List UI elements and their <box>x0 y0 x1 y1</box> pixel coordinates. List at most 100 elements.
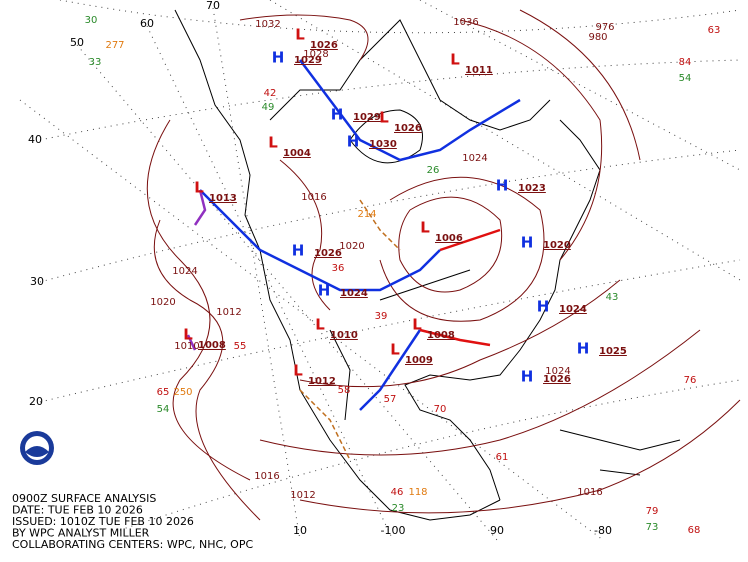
isobar-label: 976 <box>595 22 614 33</box>
low-symbol: L <box>268 134 278 152</box>
low-symbol: L <box>390 341 400 359</box>
high-pressure: 1020 <box>543 240 571 251</box>
low-symbol: L <box>295 26 305 44</box>
noaa-logo <box>20 431 54 465</box>
latitude-label: 70 <box>206 0 220 12</box>
high-pressure: 1026 <box>314 248 342 259</box>
longitude-label: -80 <box>594 524 612 537</box>
low-pressure: 1011 <box>465 65 493 76</box>
isobar-label: 1010 <box>174 341 199 352</box>
station-value: 63 <box>708 25 721 36</box>
station-value: 277 <box>105 40 124 51</box>
high-symbol: H <box>521 368 534 386</box>
caption-line: DATE: TUE FEB 10 2026 <box>12 504 143 517</box>
fronts <box>186 59 521 461</box>
isobar-label: 1016 <box>301 192 326 203</box>
high-pressure: 1024 <box>559 304 587 315</box>
isobar-label: 1012 <box>290 490 315 501</box>
station-value: 26 <box>427 165 440 176</box>
station-value: 79 <box>646 506 659 517</box>
station-value: 73 <box>646 522 659 533</box>
station-value: 42 <box>264 88 277 99</box>
station-value: 250 <box>173 387 192 398</box>
isobar-label: 1036 <box>453 17 478 28</box>
high-pressure: 1026 <box>543 374 571 385</box>
caption-line: COLLABORATING CENTERS: WPC, NHC, OPC <box>12 538 253 551</box>
high-symbol: H <box>496 177 509 195</box>
station-value: 57 <box>384 394 397 405</box>
low-symbol: L <box>315 316 325 334</box>
low-pressure: 1006 <box>435 233 463 244</box>
low-symbol: L <box>450 51 460 69</box>
low-symbol: L <box>293 362 303 380</box>
station-value: 30 <box>85 15 98 26</box>
station-value: 55 <box>234 341 247 352</box>
low-symbol: L <box>183 326 193 344</box>
station-value: 39 <box>375 311 388 322</box>
caption-line: BY WPC ANALYST MILLER <box>12 527 150 540</box>
station-value: 65 <box>157 387 170 398</box>
low-pressure: 1026 <box>310 40 338 51</box>
isobar-label: 1016 <box>254 471 279 482</box>
isobar-label: 1012 <box>216 307 241 318</box>
low-pressure: 1012 <box>308 376 336 387</box>
isobar-label: 1024 <box>172 266 197 277</box>
high-symbol: H <box>292 242 305 260</box>
isobar-label: 1016 <box>577 487 602 498</box>
low-pressure: 1010 <box>330 330 358 341</box>
station-value: 68 <box>688 525 701 536</box>
latitude-label: 30 <box>30 275 44 288</box>
isobar-label: 980 <box>588 32 607 43</box>
high-symbol: H <box>537 298 550 316</box>
station-value: 54 <box>679 73 692 84</box>
latitude-label: 50 <box>70 36 84 49</box>
station-value: 70 <box>434 404 447 415</box>
latitude-label: 40 <box>28 133 42 146</box>
longitude-label: 90 <box>490 524 504 537</box>
station-value: 46 <box>391 487 404 498</box>
station-value: 23 <box>392 503 405 514</box>
station-value: 43 <box>606 292 619 303</box>
high-pressure: 1029 <box>353 112 381 123</box>
longitude-label: -100 <box>381 524 406 537</box>
station-value: 54 <box>157 404 170 415</box>
isobar-label: 1020 <box>150 297 175 308</box>
high-symbol: H <box>272 49 285 67</box>
station-value: 33 <box>89 57 102 68</box>
high-symbol: H <box>347 133 360 151</box>
caption-line: ISSUED: 1010Z TUE FEB 10 2026 <box>12 515 194 528</box>
station-value: 49 <box>262 102 275 113</box>
high-pressure: 1030 <box>369 139 397 150</box>
high-pressure: 1024 <box>340 288 368 299</box>
coastline <box>174 9 681 521</box>
high-symbol: H <box>577 340 590 358</box>
caption-line: 0900Z SURFACE ANALYSIS <box>12 492 156 505</box>
isobar-label: 1020 <box>339 241 364 252</box>
station-value: 58 <box>338 385 351 396</box>
station-value: 61 <box>496 452 509 463</box>
low-symbol: L <box>194 179 204 197</box>
isobar-label: 1024 <box>545 366 570 377</box>
low-symbol: L <box>379 109 389 127</box>
high-pressure: 1029 <box>294 55 322 66</box>
station-value: 76 <box>684 375 697 386</box>
station-value: 36 <box>332 263 345 274</box>
station-value: 214 <box>357 209 376 220</box>
low-symbol: L <box>412 316 422 334</box>
isobars <box>146 9 741 521</box>
station-value: 84 <box>679 57 692 68</box>
low-pressure: 1009 <box>405 355 433 366</box>
low-pressure: 1013 <box>209 193 237 204</box>
station-value: 118 <box>408 487 427 498</box>
isobar-label: 1028 <box>303 49 328 60</box>
latitude-label: 20 <box>29 395 43 408</box>
high-symbol: H <box>318 282 331 300</box>
low-pressure: 1004 <box>283 148 311 159</box>
high-symbol: H <box>331 106 344 124</box>
high-symbol: H <box>521 234 534 252</box>
low-pressure: 1008 <box>198 340 226 351</box>
